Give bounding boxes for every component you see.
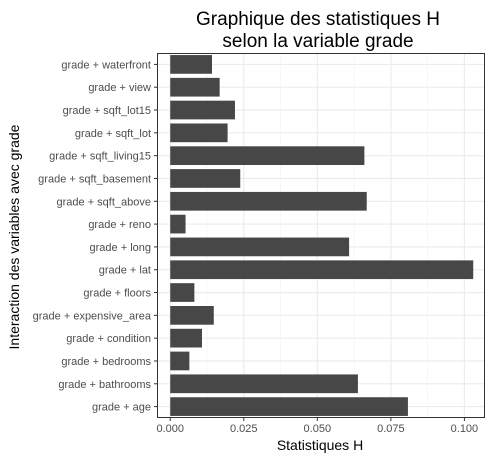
bar bbox=[170, 237, 350, 257]
y-tick-label: grade + waterfront bbox=[61, 59, 151, 71]
y-tick-label: grade + sqft_living15 bbox=[49, 151, 151, 163]
bar bbox=[170, 260, 474, 280]
chart-title-line-1: Graphique des statistiques H bbox=[196, 9, 440, 30]
y-tick-label: grade + view bbox=[88, 82, 151, 94]
y-tick-label: grade + lat bbox=[99, 265, 151, 277]
y-tick-label: grade + bedrooms bbox=[61, 356, 151, 368]
x-tick-label: 0.100 bbox=[451, 423, 479, 435]
y-tick-label: grade + condition bbox=[66, 333, 151, 345]
x-tick-label: 0.075 bbox=[377, 423, 405, 435]
plot-border bbox=[157, 53, 485, 418]
bar bbox=[170, 191, 367, 211]
x-axis-label: Statistiques H bbox=[277, 437, 363, 453]
y-tick-label: grade + sqft_lot bbox=[75, 128, 151, 140]
y-tick-label: grade + sqft_lot15 bbox=[63, 105, 151, 117]
bar bbox=[170, 169, 241, 188]
bar bbox=[170, 351, 190, 371]
bar bbox=[170, 374, 358, 394]
y-tick-label: grade + floors bbox=[83, 288, 151, 300]
y-tick-label: grade + age bbox=[92, 402, 151, 414]
bar bbox=[170, 283, 195, 302]
chart-title-line-2: selon la variable grade bbox=[222, 31, 413, 52]
x-tick-label: 0.000 bbox=[156, 423, 184, 435]
y-tick-label: grade + sqft_above bbox=[57, 196, 152, 208]
x-axis-ticks: 0.000 0.025 0.050 0.075 0.100 bbox=[156, 418, 478, 435]
y-axis-label: Interaction des variables avec grade bbox=[6, 124, 22, 349]
x-tick-label: 0.025 bbox=[230, 423, 258, 435]
y-tick-label: grade + reno bbox=[88, 219, 151, 231]
bar bbox=[170, 214, 186, 234]
gridlines bbox=[157, 53, 485, 418]
y-tick-label: grade + long bbox=[90, 242, 151, 254]
bar bbox=[170, 146, 365, 166]
y-tick-label: grade + bathrooms bbox=[58, 379, 151, 391]
bar bbox=[170, 397, 408, 416]
y-tick-label: grade + sqft_basement bbox=[38, 173, 151, 185]
bar bbox=[170, 77, 220, 97]
bars bbox=[170, 55, 474, 416]
y-tick-label: grade + expensive_area bbox=[33, 310, 152, 322]
bar bbox=[170, 305, 214, 325]
bar bbox=[170, 55, 213, 74]
y-axis-ticks: grade + waterfront grade + view grade + sq… bbox=[33, 59, 157, 414]
bar bbox=[170, 328, 203, 348]
x-tick-label: 0.050 bbox=[304, 423, 332, 435]
bar bbox=[170, 123, 228, 143]
bar bbox=[170, 100, 235, 120]
